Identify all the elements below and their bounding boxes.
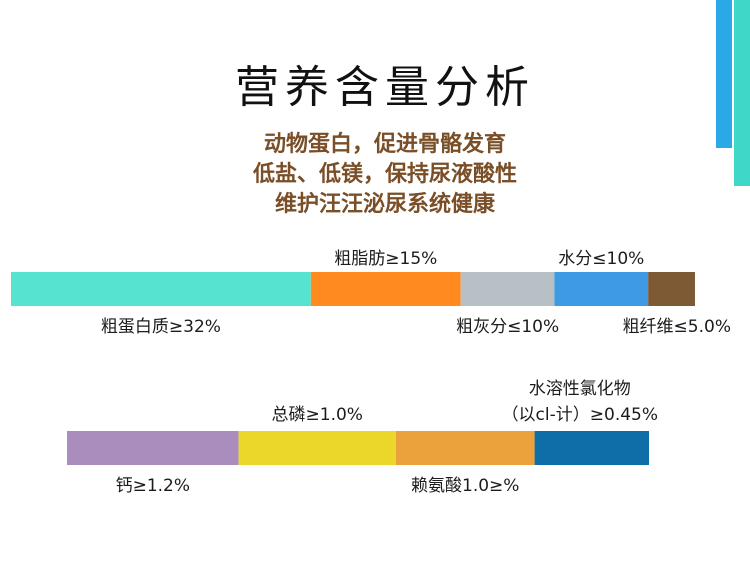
segment-label: 钙≥1.2% bbox=[116, 476, 190, 496]
subtitle-line-3: 维护汪汪泌尿系统健康 bbox=[274, 192, 495, 217]
segment-label: 总磷≥1.0% bbox=[272, 405, 363, 425]
subtitle-line-1: 动物蛋白，促进骨骼发育 bbox=[263, 132, 506, 157]
bar-segment bbox=[310, 272, 461, 306]
segment-label: 水分≤10% bbox=[558, 249, 644, 269]
segment-label: 粗纤维≤5.0% bbox=[623, 317, 731, 337]
bar-segment bbox=[395, 431, 535, 465]
decor-teal-stripe bbox=[734, 0, 750, 186]
segment-label: 水溶性氯化物 bbox=[529, 379, 631, 399]
page-title: 营养含量分析 bbox=[235, 62, 535, 113]
bar-segment bbox=[460, 272, 555, 306]
bar-segment bbox=[238, 431, 396, 465]
bar-segment bbox=[11, 272, 311, 306]
bar-segment bbox=[554, 272, 649, 306]
bar-segment bbox=[67, 431, 239, 465]
segment-label: 粗蛋白质≥32% bbox=[101, 317, 221, 337]
decor-blue-stripe bbox=[716, 0, 732, 148]
segment-label: 粗灰分≤10% bbox=[456, 317, 559, 337]
bar-segment bbox=[648, 272, 695, 306]
bar-segment bbox=[534, 431, 649, 465]
segment-label: 赖氨酸1.0≥% bbox=[411, 476, 519, 496]
subtitle-line-2: 低盐、低镁，保持尿液酸性 bbox=[252, 162, 517, 187]
segment-label: 粗脂肪≥15% bbox=[334, 249, 437, 269]
segment-sublabel: （以cl-计）≥0.45% bbox=[502, 405, 658, 425]
